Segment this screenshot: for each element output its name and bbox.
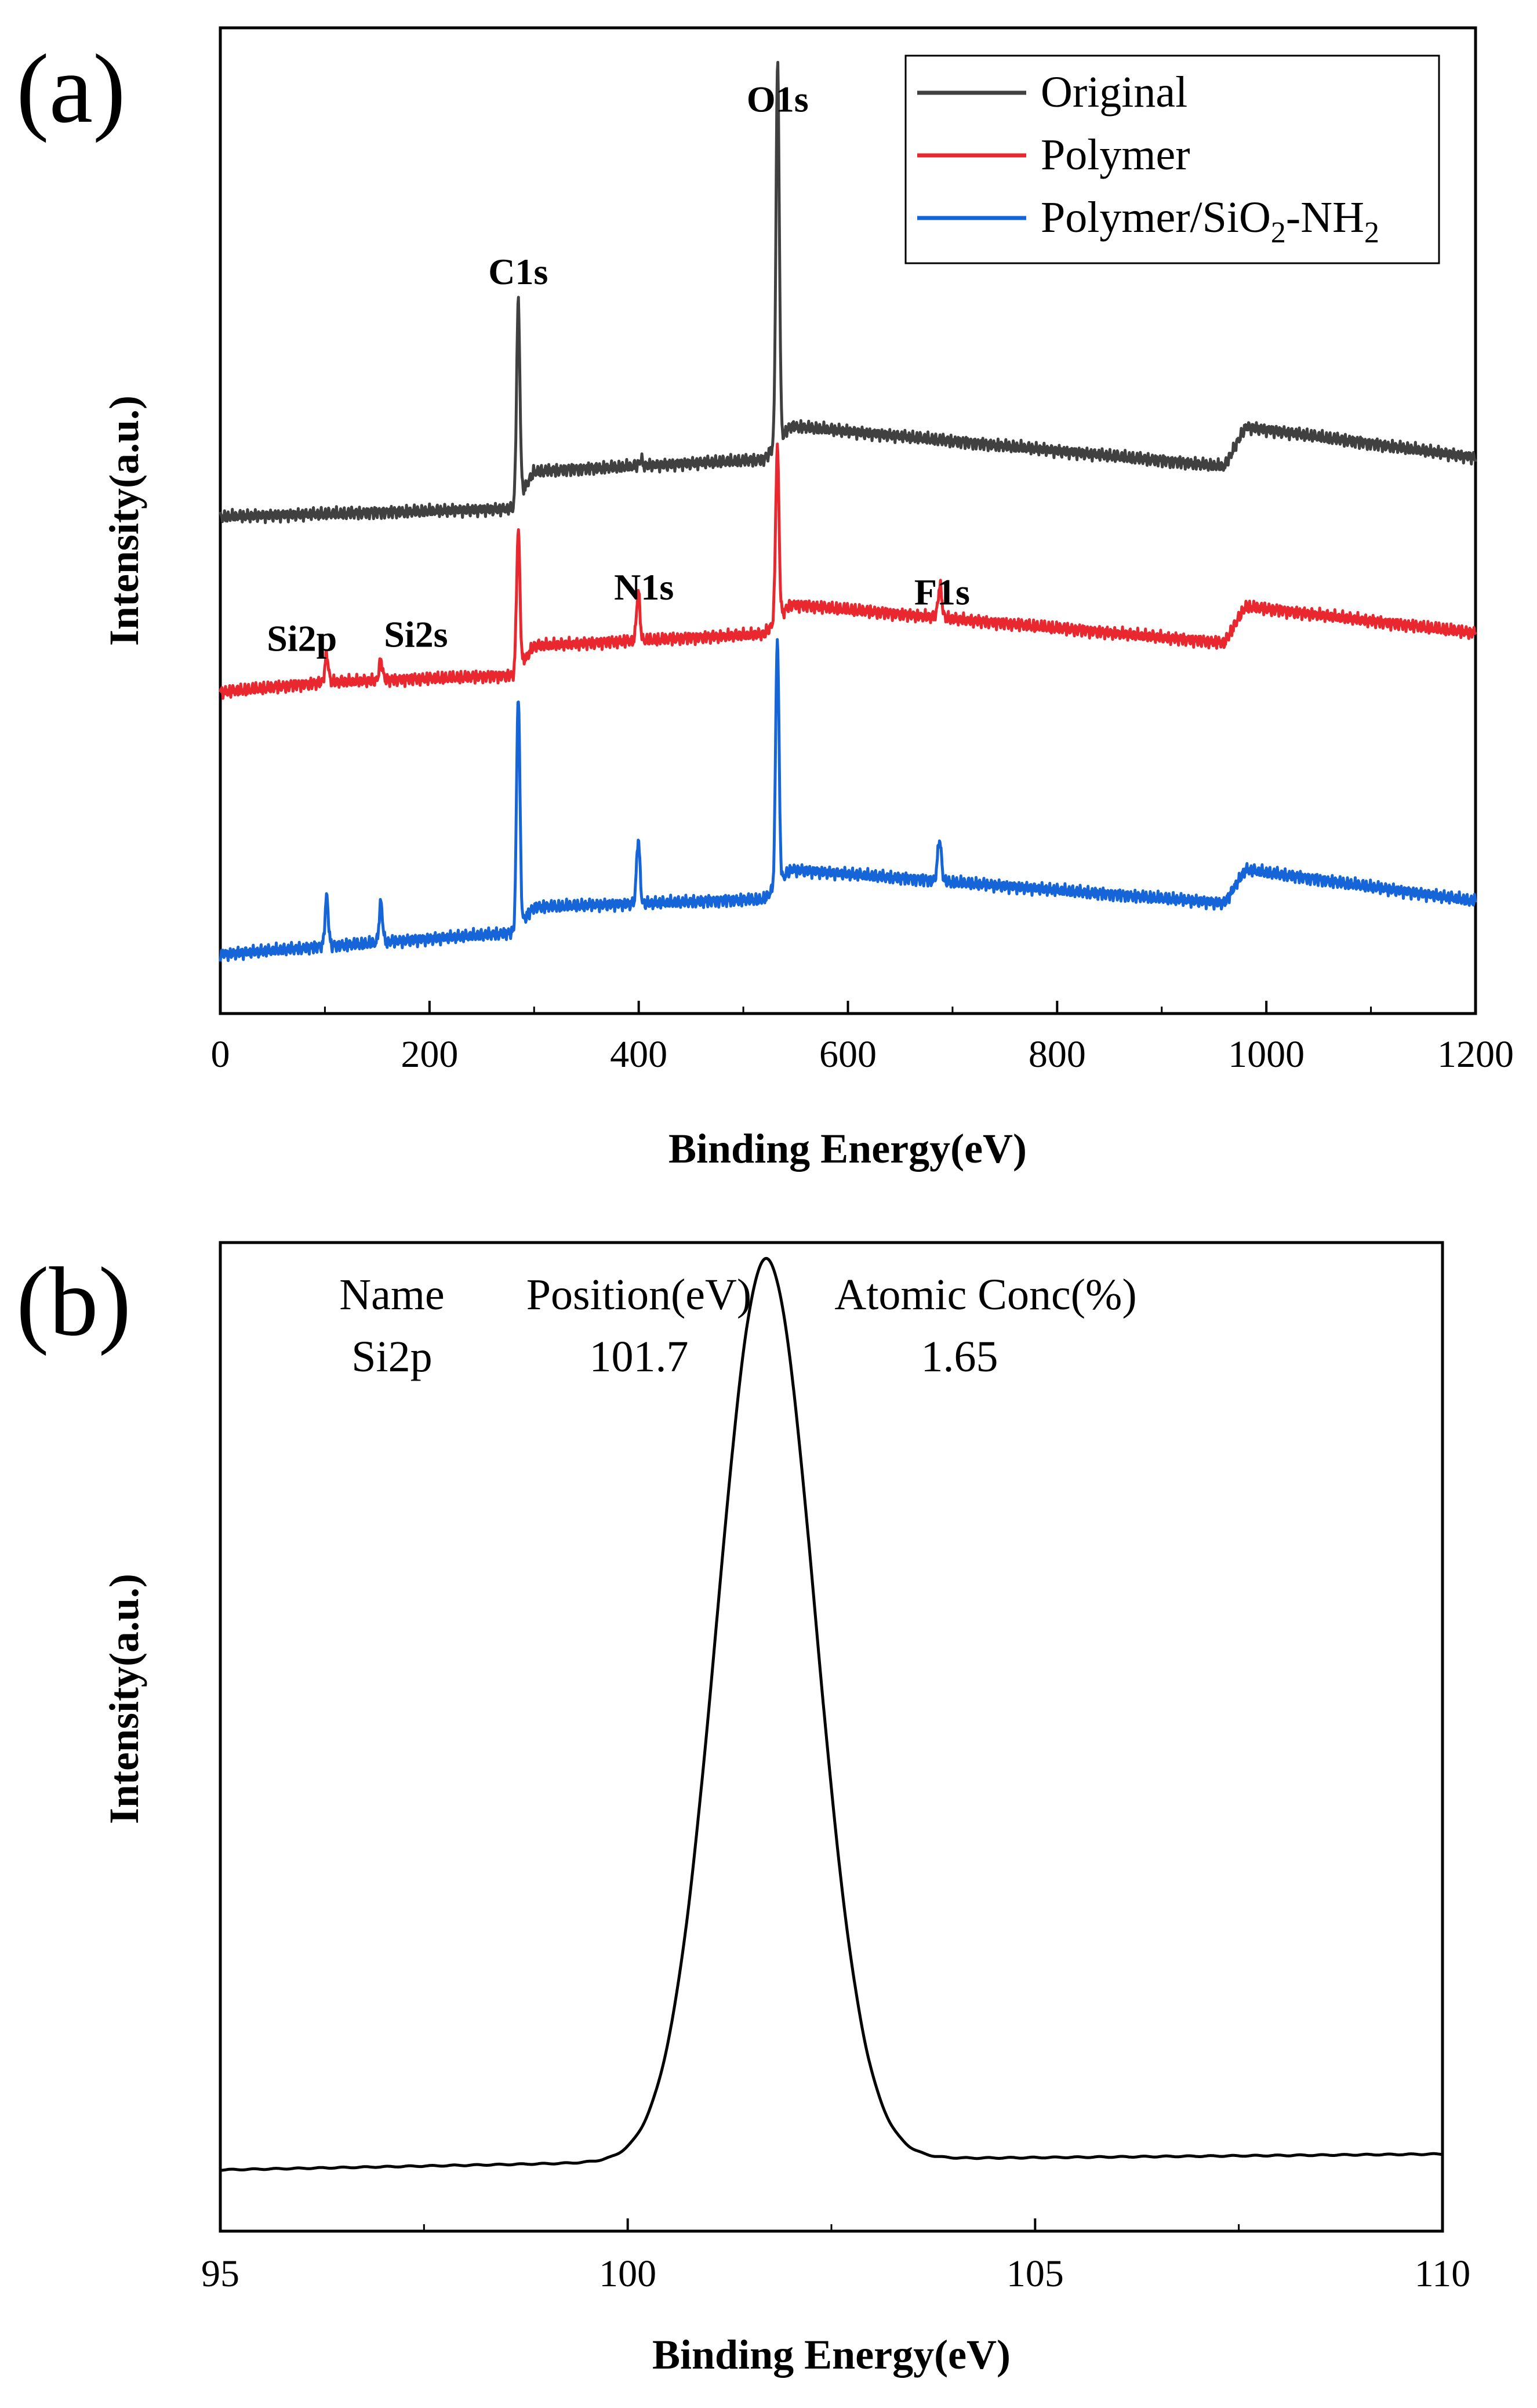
legend-label-original: Original — [1041, 68, 1187, 117]
x-tick-label: 100 — [599, 2253, 656, 2295]
peak-label-f1s: F1s — [914, 572, 970, 613]
info-header-atomic-conc: Atomic Conc(%) — [834, 1270, 1136, 1319]
panel-a-survey-spectrum: (a) 0 200 400 600 800 1000 1200 C1s O1s Si2p Si2s… — [16, 26, 1514, 1172]
panel-b-info-table: Name Position(eV) Atomic Conc(%) Si2p 10… — [339, 1270, 1136, 1381]
legend-label-polymer: Polymer — [1041, 130, 1190, 179]
panel-b-y-axis-title: Intensity(a.u.) — [101, 1574, 147, 1824]
x-tick-label: 200 — [401, 1033, 458, 1076]
panel-a-x-axis-ticks: 0 200 400 600 800 1000 1200 — [211, 1001, 1514, 1076]
info-value-atomic-conc: 1.65 — [921, 1332, 998, 1381]
x-tick-label: 0 — [211, 1033, 230, 1076]
x-tick-label: 110 — [1415, 2253, 1471, 2295]
si2p-peak-line — [219, 1256, 1444, 2172]
x-tick-label: 400 — [610, 1033, 667, 1076]
info-value-name: Si2p — [351, 1332, 432, 1381]
peak-label-n1s: N1s — [614, 566, 674, 608]
panel-b-si2p-spectrum: (b) 95 100 105 110 Name Position(eV) Atomic… — [16, 1241, 1470, 2378]
x-tick-label: 800 — [1029, 1033, 1086, 1076]
panel-a-x-axis-title: Binding Energy(eV) — [668, 1125, 1027, 1172]
panel-a-peak-annotations: C1s O1s Si2p Si2s N1s F1s — [267, 79, 970, 659]
peak-label-si2p: Si2p — [267, 618, 337, 659]
panel-a-label: (a) — [16, 34, 126, 143]
panel-a-series — [219, 61, 1477, 963]
x-tick-label: 600 — [819, 1033, 877, 1076]
series-line-1 — [219, 442, 1477, 700]
x-tick-label: 105 — [1007, 2253, 1064, 2295]
panel-a-y-axis-title: Intensity(a.u.) — [101, 395, 147, 646]
x-tick-label: 95 — [201, 2253, 239, 2295]
peak-label-c1s: C1s — [488, 251, 548, 292]
legend-label-polymer-sio2-nh2: Polymer/SiO2-NH2 — [1041, 193, 1379, 249]
legend-box — [904, 55, 1440, 264]
peak-label-o1s: O1s — [747, 79, 809, 120]
x-tick-label: 1200 — [1437, 1033, 1514, 1076]
panel-b-x-axis-ticks: 95 100 105 110 — [201, 2218, 1470, 2295]
panel-b-x-axis-title: Binding Energy(eV) — [652, 2331, 1011, 2378]
panel-b-series — [219, 1256, 1444, 2172]
series-line-2 — [219, 638, 1477, 963]
info-header-position: Position(eV) — [526, 1270, 751, 1319]
panel-a-legend: Original Polymer Polymer/SiO2-NH2 — [904, 55, 1440, 264]
peak-label-si2s: Si2s — [384, 614, 448, 655]
series-line-0 — [219, 61, 1477, 524]
info-header-name: Name — [339, 1270, 444, 1319]
info-value-position: 101.7 — [590, 1332, 689, 1381]
x-tick-label: 1000 — [1228, 1033, 1305, 1076]
panel-b-label: (b) — [16, 1247, 131, 1356]
